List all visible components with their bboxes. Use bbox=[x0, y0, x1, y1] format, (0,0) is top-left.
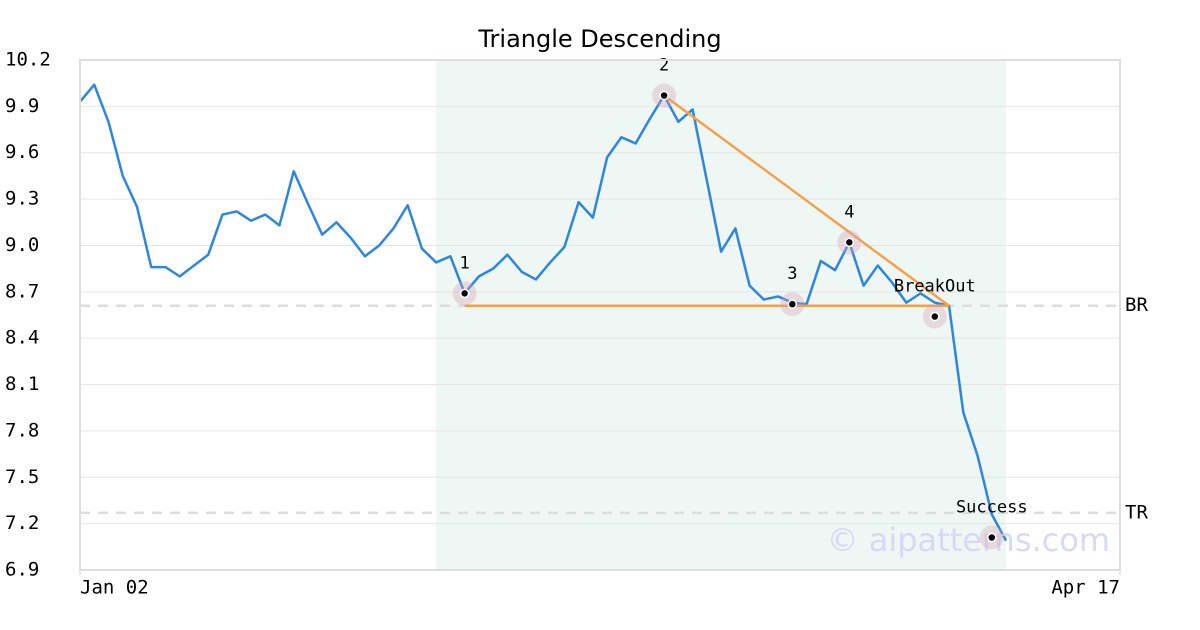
x-tick-label: Jan 02 bbox=[80, 577, 149, 599]
pattern-point bbox=[987, 532, 997, 543]
pattern-point bbox=[844, 237, 855, 248]
y-tick-label: 9.9 bbox=[5, 95, 39, 117]
pattern-point-label: Success bbox=[956, 498, 1028, 518]
y-tick-label: 8.1 bbox=[5, 373, 39, 395]
pattern-line bbox=[663, 94, 950, 307]
pattern-point-label: 3 bbox=[787, 264, 797, 284]
pattern-point-label: 1 bbox=[460, 253, 470, 273]
reference-label: BR bbox=[1125, 294, 1148, 316]
y-tick-label: 7.2 bbox=[5, 512, 39, 534]
pattern-point bbox=[659, 90, 669, 101]
y-tick-label: 9.3 bbox=[5, 188, 39, 210]
y-tick-label: 7.8 bbox=[5, 419, 39, 441]
y-tick-label: 8.7 bbox=[5, 280, 39, 302]
y-tick-label: 10.2 bbox=[5, 49, 51, 71]
x-tick-label: Apr 17 bbox=[1051, 577, 1120, 599]
y-tick-label: 9.6 bbox=[5, 141, 39, 163]
y-tick-label: 7.5 bbox=[5, 466, 39, 488]
chart-title: Triangle Descending bbox=[477, 25, 721, 53]
pattern-point bbox=[787, 299, 798, 309]
watermark: © aipatterns.com bbox=[827, 521, 1110, 559]
plot-border bbox=[79, 59, 1121, 571]
y-tick-label: 9.0 bbox=[5, 234, 39, 256]
price-line bbox=[79, 83, 1008, 542]
pattern-point-label: 4 bbox=[844, 202, 854, 222]
pattern-point-label: BreakOut bbox=[894, 277, 976, 297]
y-tick-label: 6.9 bbox=[5, 559, 39, 581]
y-tick-label: 8.4 bbox=[5, 327, 39, 349]
pattern-region bbox=[436, 60, 1007, 570]
pattern-point bbox=[459, 288, 470, 299]
reference-label: TR bbox=[1125, 501, 1148, 523]
pattern-point-label: 2 bbox=[659, 56, 669, 76]
pattern-point bbox=[930, 311, 940, 322]
